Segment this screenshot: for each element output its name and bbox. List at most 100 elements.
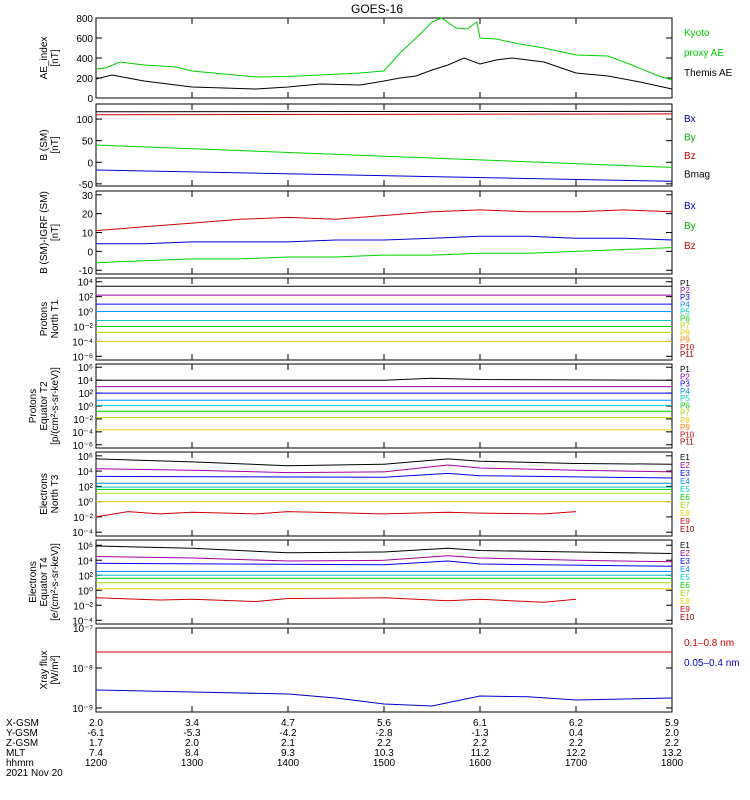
panel-8: 10⁻⁷ 10⁻⁸ 10⁻⁹ Xray flux [W/m²] 0.1–0.8 nm 0.0… (39, 624, 740, 715)
orbit-row-label: MLT (6, 748, 25, 759)
series-line (96, 235, 673, 245)
series-line (95, 545, 673, 554)
orbit-value: 1.7 (89, 738, 103, 749)
legend-entry: P11 (680, 350, 694, 359)
series-line (95, 472, 673, 479)
series-line (95, 560, 673, 567)
orbit-value: 3.4 (185, 718, 199, 729)
y-tick-label: 10² (79, 571, 94, 582)
orbit-value: 0.4 (569, 728, 583, 739)
orbit-value: -4.2 (279, 728, 297, 739)
legend-entry: P8 (680, 416, 690, 425)
legend-entry: P7 (680, 322, 690, 331)
panel-frame (95, 363, 673, 449)
legend-entry: P11 (680, 438, 694, 447)
legend-entry: 0.05–0.4 nm (684, 658, 740, 669)
legend-entry: E7 (680, 501, 690, 510)
panel-frame (95, 103, 673, 187)
y-axis-label: Electrons (28, 561, 39, 603)
legend-entry: 0.1–0.8 nm (684, 638, 734, 649)
legend-entry: Kyoto (684, 28, 710, 39)
orbit-value: -1.3 (471, 728, 489, 739)
y-tick-label: 400 (76, 54, 93, 65)
orbit-value: 6.1 (473, 718, 487, 729)
panel-5: 10⁶ 10⁴ 10² 10⁰ 10⁻² 10⁻⁴ 10⁻⁶ Protons Equator T… (28, 363, 695, 452)
series-line (95, 169, 673, 182)
series-line (95, 110, 673, 113)
orbit-value: 2.0 (185, 738, 199, 749)
y-tick-label: 100 (76, 115, 93, 126)
panel-4: 10⁴ 10² 10⁰ 10⁻² 10⁻⁴ 10⁻⁶ Protons North T1 P1P2… (39, 277, 695, 363)
y-tick-label: 10⁻² (73, 415, 93, 426)
y-tick-label: 10⁶ (78, 363, 93, 374)
series-line (96, 377, 673, 381)
orbit-row-label: hhmm (6, 758, 34, 769)
y-tick-label: 10⁻⁸ (72, 664, 93, 675)
y-axis-label: Xray flux (39, 651, 50, 690)
orbit-row-label: Z-GSM (6, 738, 38, 749)
y-axis-label: Equator T4 (39, 557, 50, 607)
y-axis-label: [nT] (50, 49, 61, 66)
legend-entry: P6 (680, 401, 690, 410)
y-tick-label: 10 (82, 229, 94, 240)
series-line (95, 57, 673, 90)
orbit-value: 1400 (277, 758, 300, 769)
panel-7: 10⁶ 10⁴ 10² 10⁰ 10⁻² 10⁻⁴ Electrons Equator T4[… (28, 539, 695, 627)
y-tick-label: 0 (87, 158, 93, 169)
series-line (95, 555, 673, 563)
y-axis-label: AE_index (39, 37, 50, 80)
orbit-value: 2.0 (665, 728, 679, 739)
legend-entry: proxy AE (684, 48, 724, 59)
y-tick-label: 10⁶ (78, 452, 93, 463)
y-tick-label: 10⁻⁴ (72, 528, 93, 539)
orbit-row-label: X-GSM (6, 718, 39, 729)
legend-entry: P2 (680, 372, 690, 381)
y-tick-label: 600 (76, 34, 93, 45)
orbit-value: -2.8 (375, 728, 393, 739)
y-axis-label: Protons (39, 302, 50, 336)
orbit-value: -6.1 (87, 728, 105, 739)
y-tick-label: -50 (79, 180, 94, 191)
legend-entry: E2 (680, 549, 690, 558)
legend-entry: P1 (680, 279, 690, 288)
panel-frame (95, 190, 673, 275)
y-axis-label: [nT] (50, 136, 61, 153)
orbit-value: 4.7 (281, 718, 295, 729)
y-axis-label: [nT] (50, 224, 61, 241)
legend-entry: Bx (684, 201, 696, 212)
series-line (95, 689, 673, 707)
legend-entry: E9 (680, 605, 690, 614)
orbit-value: 6.2 (569, 718, 583, 729)
y-tick-label: 10⁻⁹ (72, 704, 93, 715)
legend-entry: E5 (680, 485, 690, 494)
series-line (95, 144, 673, 168)
legend-entry: Bz (684, 151, 696, 162)
orbit-value: 5.6 (377, 718, 391, 729)
y-tick-label: 0 (87, 247, 93, 258)
orbit-value: 2.2 (569, 738, 583, 749)
y-tick-label: 10² (79, 389, 94, 400)
y-tick-label: 10⁶ (78, 541, 93, 552)
date-label: 2021 Nov 20 (6, 768, 63, 779)
series-line (95, 464, 673, 474)
series-line (95, 511, 577, 518)
y-tick-label: 10⁻⁶ (72, 352, 93, 363)
y-tick-label: 10⁴ (78, 556, 93, 567)
legend-entry: E3 (680, 469, 690, 478)
legend-entry: E2 (680, 461, 690, 470)
y-axis-label: B (SM)-IGRF (SM) (39, 191, 50, 274)
orbit-value: 2.1 (281, 738, 295, 749)
legend-entry: Bx (684, 114, 696, 125)
y-axis-label: North T1 (50, 299, 61, 338)
legend-entry: E6 (680, 493, 690, 502)
legend-entry: P1 (680, 365, 690, 374)
orbit-value: 2.2 (473, 738, 487, 749)
y-tick-label: 10⁻² (73, 513, 93, 524)
legend-entry: E6 (680, 581, 690, 590)
orbit-row-label: Y-GSM (6, 728, 38, 739)
legend-entry: E1 (680, 453, 690, 462)
legend-entry: P9 (680, 423, 690, 432)
orbit-value: 11.2 (471, 748, 490, 759)
y-tick-label: 10² (79, 482, 94, 493)
